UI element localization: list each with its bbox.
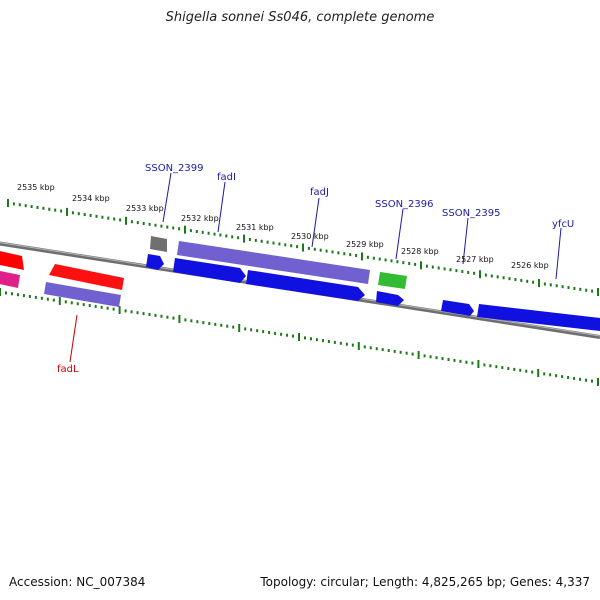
gene-red-left-top[interactable]: [0, 250, 24, 270]
gene-label-sson2399: SSON_2399: [145, 163, 204, 174]
ruler-label: 2531 kbp: [236, 223, 274, 232]
tick-row-inner: [0, 288, 599, 386]
map-title: Shigella sonnei Ss046, complete genome: [165, 10, 435, 25]
gene-fadL-red[interactable]: [49, 264, 124, 290]
gene-label-fadj: fadJ: [310, 187, 329, 198]
gene-label-fadi: fadI: [217, 172, 236, 183]
ruler-labels: 2535 kbp 2534 kbp 2533 kbp 2532 kbp 2531…: [17, 183, 549, 270]
gene-labels[interactable]: SSON_2399 fadI fadJ SSON_2396 SSON_2395 …: [57, 163, 574, 375]
gene-label-sson2396: SSON_2396: [375, 199, 434, 210]
tick-row-outer: [7, 199, 599, 296]
gene-blue-small-arrow[interactable]: [146, 254, 164, 270]
gene-magenta-left[interactable]: [0, 270, 20, 288]
gene-blue-2395[interactable]: [441, 300, 474, 316]
gene-features[interactable]: [0, 236, 600, 331]
gene-blue-yfcU[interactable]: [477, 304, 600, 331]
ruler-label: 2533 kbp: [126, 204, 164, 213]
gene-grey-small[interactable]: [150, 236, 167, 252]
gene-blue-2396[interactable]: [376, 291, 404, 306]
gene-label-fadl: fadL: [57, 364, 79, 375]
label-leaders: [69, 172, 562, 363]
ruler-label: 2530 kbp: [291, 232, 329, 241]
ruler-label: 2527 kbp: [456, 255, 494, 264]
gene-label-yfcu: yfcU: [552, 219, 574, 230]
ruler-label: 2526 kbp: [511, 261, 549, 270]
ruler-label: 2535 kbp: [17, 183, 55, 192]
ruler-label: 2528 kbp: [401, 247, 439, 256]
gene-fadI-violet[interactable]: [177, 241, 370, 284]
gene-green[interactable]: [378, 272, 407, 289]
ruler-label: 2534 kbp: [72, 194, 110, 203]
topology-summary: Topology: circular; Length: 4,825,265 bp…: [260, 575, 590, 589]
ruler-label: 2529 kbp: [346, 240, 384, 249]
gene-fadL-violet[interactable]: [44, 282, 121, 307]
gene-label-sson2395: SSON_2395: [442, 208, 501, 219]
gene-fadJ-blue-b[interactable]: [246, 270, 365, 301]
ruler-label: 2532 kbp: [181, 214, 219, 223]
gene-fadJ-blue-a[interactable]: [173, 258, 246, 283]
accession-text: Accession: NC_007384: [9, 575, 146, 589]
